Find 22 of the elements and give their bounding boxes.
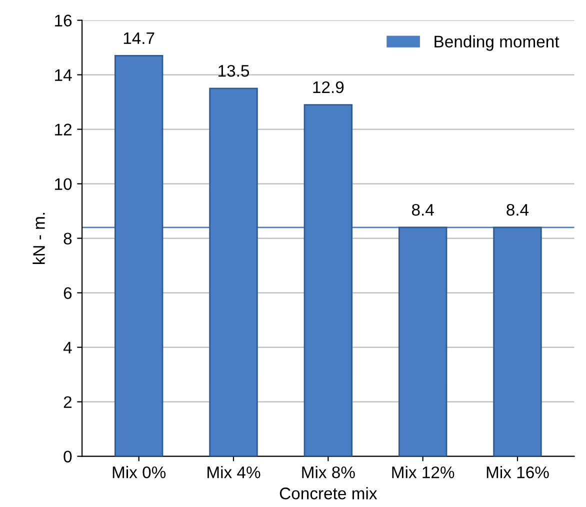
- x-tick-label: Mix 8%: [302, 466, 355, 478]
- data-label: 8.4: [412, 204, 434, 216]
- x-tick-label: Mix 12%: [392, 466, 454, 478]
- x-tick-label: Mix 16%: [486, 466, 549, 478]
- y-tick-label: 4: [63, 342, 72, 354]
- legend-label: Bending moment: [434, 35, 560, 51]
- y-tick-label: 14: [55, 69, 72, 81]
- data-label: 8.4: [506, 204, 529, 216]
- y-tick-label: 8: [64, 232, 72, 244]
- data-label: 14.7: [124, 32, 154, 44]
- y-tick-label: 10: [55, 178, 72, 190]
- y-axis-title: kN - m.: [32, 212, 45, 264]
- y-tick-label: 0: [64, 450, 72, 463]
- data-label: 12.9: [313, 81, 344, 94]
- x-axis-title: Concrete mix: [280, 487, 378, 500]
- data-label: 13.5: [218, 64, 250, 77]
- x-tick-label: Mix 4%: [208, 466, 260, 478]
- y-tick-label: 12: [55, 124, 72, 136]
- y-tick-label: 16: [55, 14, 72, 26]
- x-tick-label: Mix 0%: [112, 466, 166, 478]
- y-tick-label: 2: [64, 396, 72, 408]
- y-tick-label: 6: [64, 287, 72, 299]
